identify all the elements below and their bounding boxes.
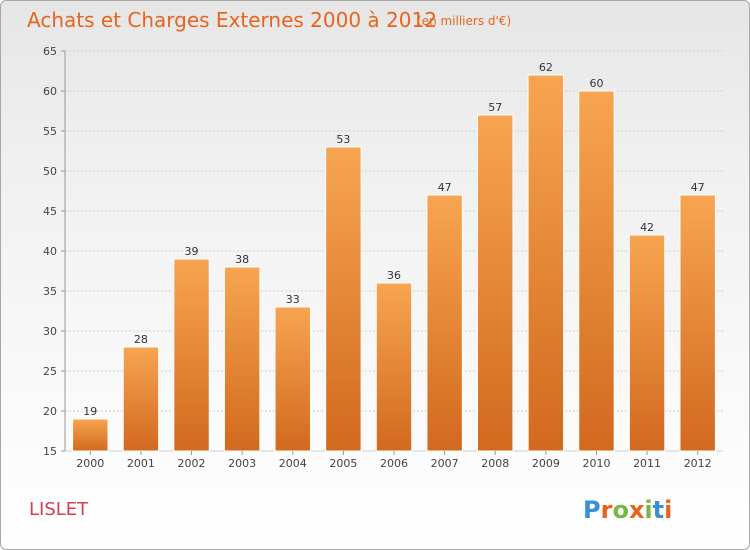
bar-2008 — [477, 114, 514, 452]
bar-2001 — [122, 346, 160, 452]
data-label-2003: 38 — [235, 253, 249, 266]
proxiti-letter: o — [612, 496, 629, 524]
bar-2005 — [325, 146, 362, 452]
y-tick-label: 35 — [43, 285, 57, 298]
y-tick-label: 25 — [43, 365, 57, 378]
data-label-2005: 53 — [336, 133, 350, 146]
proxiti-letter: x — [629, 496, 645, 524]
x-tick-label-2001: 2001 — [127, 457, 155, 470]
x-tick-label-2003: 2003 — [228, 457, 256, 470]
y-tick-label: 55 — [43, 125, 57, 138]
proxiti-letter: t — [653, 496, 664, 524]
bar-2007 — [426, 194, 463, 452]
bar-2003 — [223, 266, 261, 452]
bar-2004 — [274, 306, 311, 452]
x-tick-label-2010: 2010 — [582, 457, 610, 470]
y-axis: 15 20 25 30 35 40 45 50 55 60 65 — [43, 45, 66, 458]
y-tick-label: 65 — [43, 45, 57, 58]
chart-title: Achats et Charges Externes 2000 à 2012 — [27, 8, 437, 32]
proxiti-letter: P — [583, 496, 601, 524]
x-tick-label-2007: 2007 — [431, 457, 459, 470]
y-tick-label: 50 — [43, 165, 57, 178]
bar-2010 — [578, 90, 615, 452]
proxiti-letter: i — [644, 496, 652, 524]
y-tick-label: 20 — [43, 405, 57, 418]
y-tick-label: 60 — [43, 85, 57, 98]
data-label-2000: 19 — [83, 405, 97, 418]
x-tick-label-2002: 2002 — [178, 457, 206, 470]
bars: 19 28 39 38 33 53 36 47 57 62 60 42 47 — [72, 61, 716, 452]
bar-2011 — [628, 234, 666, 452]
bar-2012 — [679, 194, 716, 452]
x-tick-label-2006: 2006 — [380, 457, 408, 470]
y-tick-label: 45 — [43, 205, 57, 218]
data-label-2012: 47 — [691, 181, 705, 194]
data-label-2007: 47 — [438, 181, 452, 194]
proxiti-letter: i — [664, 496, 672, 524]
bar-2000 — [72, 418, 109, 452]
x-tick-label-2011: 2011 — [633, 457, 661, 470]
proxiti-logo: Proxiti — [583, 496, 672, 524]
x-tick-label-2005: 2005 — [329, 457, 357, 470]
data-label-2009: 62 — [539, 61, 553, 74]
y-tick-label: 40 — [43, 245, 57, 258]
data-label-2010: 60 — [589, 77, 603, 90]
data-label-2008: 57 — [488, 101, 502, 114]
data-label-2006: 36 — [387, 269, 401, 282]
x-tick-label-2004: 2004 — [279, 457, 307, 470]
data-label-2002: 39 — [185, 245, 199, 258]
y-tick-label: 15 — [43, 445, 57, 458]
x-tick-label-2009: 2009 — [532, 457, 560, 470]
data-label-2004: 33 — [286, 293, 300, 306]
chart-subtitle: (en milliers d'€) — [417, 14, 511, 28]
bar-2002 — [173, 258, 210, 452]
data-label-2001: 28 — [134, 333, 148, 346]
proxiti-letter: r — [601, 496, 613, 524]
data-label-2011: 42 — [640, 221, 654, 234]
bar-2009 — [527, 74, 565, 452]
x-axis: 2000 2001 2002 2003 2004 2005 2006 2007 2008 2009… — [76, 451, 712, 470]
x-tick-label-2008: 2008 — [481, 457, 509, 470]
bar-2006 — [375, 282, 413, 452]
x-tick-label-2000: 2000 — [76, 457, 104, 470]
location-label: LISLET — [29, 499, 89, 520]
y-tick-label: 30 — [43, 325, 57, 338]
x-tick-label-2012: 2012 — [684, 457, 712, 470]
